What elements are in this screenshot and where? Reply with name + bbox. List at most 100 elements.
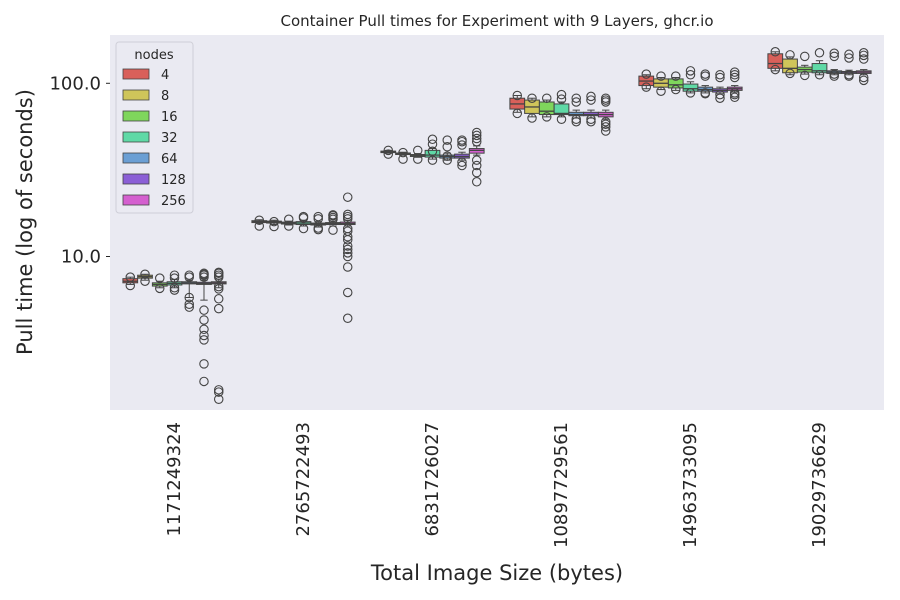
outlier-point <box>213 284 224 294</box>
outlier-point <box>715 89 725 100</box>
legend-swatch <box>122 68 150 80</box>
outlier-point <box>729 92 740 103</box>
outlier-point <box>442 155 452 165</box>
box-body <box>667 78 684 89</box>
box-4-nodes-10897729561 <box>509 90 526 119</box>
x-tick-label: 19029736629 <box>809 422 830 548</box>
outlier-point <box>342 226 353 236</box>
box-8-nodes-19029736629 <box>782 50 798 79</box>
outlier-point <box>700 88 710 98</box>
outlier-point <box>342 214 353 224</box>
box-body <box>782 58 798 74</box>
outlier-point <box>199 335 209 345</box>
box-256-nodes-19029736629 <box>855 48 872 86</box>
outlier-point <box>125 272 136 282</box>
outlier-point <box>685 66 696 76</box>
outlier-point <box>829 48 839 59</box>
outlier-point <box>715 93 725 103</box>
box-64-nodes-6831726027 <box>439 135 456 165</box>
outlier-point <box>600 122 611 132</box>
outlier-point <box>858 72 869 83</box>
outlier-point <box>858 50 869 61</box>
legend-items: 4 8 16 32 64 128 256 <box>122 68 186 209</box>
box-32-nodes-19029736629 <box>811 48 828 80</box>
outlier-point <box>471 155 482 165</box>
x-axis-label: Total Image Size (bytes) <box>370 561 623 585</box>
outlier-point <box>770 47 781 57</box>
outlier-point <box>641 69 652 79</box>
legend-swatch <box>122 173 150 185</box>
outlier-point <box>814 48 825 58</box>
outlier-point <box>298 211 309 222</box>
outlier-point <box>586 116 596 127</box>
outlier-point <box>328 225 338 235</box>
outlier-point <box>715 72 725 83</box>
outlier-point <box>184 292 194 303</box>
x-tick-label: 1171249324 <box>164 422 185 537</box>
outlier-point <box>527 113 537 123</box>
box-8-nodes-14963733095 <box>653 71 669 96</box>
outlier-point <box>342 241 353 251</box>
y-axis-label: Pull time (log of seconds) <box>13 89 37 355</box>
outlier-point <box>213 281 224 292</box>
outlier-point <box>556 114 567 125</box>
box-16-nodes-1171249324 <box>151 273 168 294</box>
outlier-point <box>199 376 209 387</box>
outlier-point <box>269 221 279 232</box>
outlier-point <box>184 302 194 312</box>
box-256-nodes-6831726027 <box>468 127 485 187</box>
outlier-point <box>140 276 150 286</box>
outlier-point <box>729 70 740 80</box>
outlier-point <box>155 273 165 283</box>
outlier-point <box>729 88 740 98</box>
outlier-point <box>169 285 180 295</box>
y-tick-label: 10.0 <box>61 247 101 268</box>
outlier-point <box>213 303 224 314</box>
outlier-point <box>600 116 611 127</box>
outlier-point <box>199 359 209 369</box>
outlier-point <box>600 126 611 136</box>
box-32-nodes-6831726027 <box>424 134 441 165</box>
outlier-point <box>342 251 353 262</box>
outlier-point <box>471 177 482 187</box>
box-4-nodes-6831726027 <box>380 145 397 159</box>
outlier-point <box>269 216 279 227</box>
outlier-point <box>342 223 353 234</box>
outlier-point <box>342 192 353 202</box>
outlier-point <box>169 283 180 293</box>
outlier-point <box>254 215 265 225</box>
outlier-point <box>457 135 467 145</box>
outlier-point <box>457 140 467 150</box>
outlier-point <box>254 221 265 231</box>
box-128-nodes-1171249324 <box>196 268 212 387</box>
outlier-point <box>169 270 180 280</box>
y-axis-ticks: 10.0 100.0 <box>49 73 110 268</box>
outlier-point <box>342 248 353 258</box>
y-tick-label: 100.0 <box>49 73 101 94</box>
outlier-point <box>342 209 353 220</box>
box-4-nodes-2765722493 <box>251 215 268 231</box>
outlier-point <box>770 64 781 75</box>
outlier-point <box>671 84 681 95</box>
outlier-point <box>571 116 581 127</box>
box-128-nodes-2765722493 <box>325 210 341 235</box>
outlier-point <box>729 67 740 77</box>
x-tick-label: 10897729561 <box>551 422 572 548</box>
box-8-nodes-10897729561 <box>524 93 540 123</box>
outlier-point <box>213 387 224 397</box>
outlier-point <box>600 93 611 103</box>
outlier-point <box>413 145 423 156</box>
outlier-point <box>442 151 452 161</box>
legend-swatch <box>122 110 150 122</box>
outlier-point <box>284 221 294 231</box>
outlier-point <box>284 214 294 225</box>
outlier-point <box>685 70 696 80</box>
legend-swatch <box>122 152 150 164</box>
outlier-point <box>313 214 323 224</box>
box-16-nodes-19029736629 <box>796 51 813 81</box>
box-64-nodes-2765722493 <box>310 211 327 235</box>
box-body <box>682 83 699 92</box>
outlier-point <box>383 149 394 159</box>
outlier-point <box>556 94 567 104</box>
